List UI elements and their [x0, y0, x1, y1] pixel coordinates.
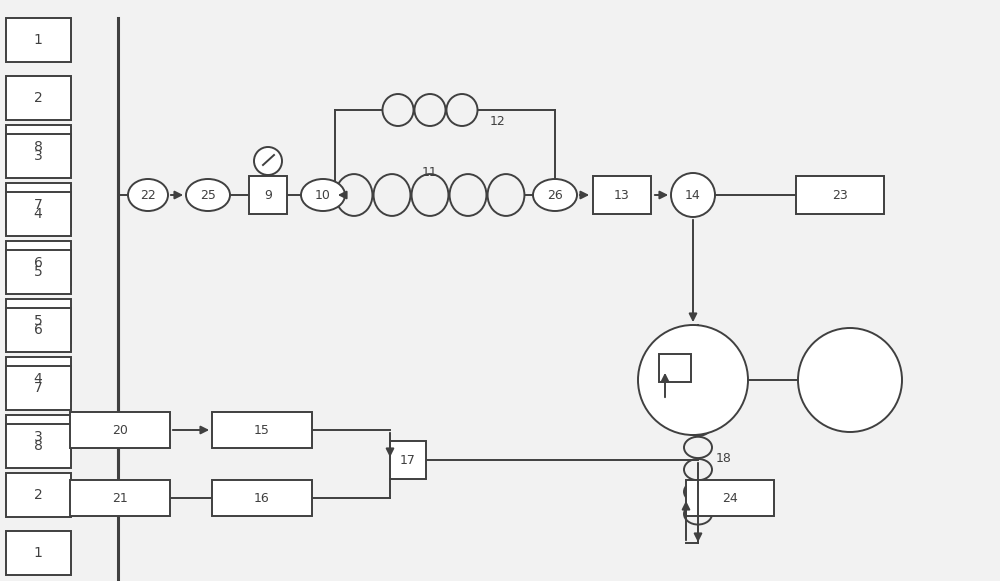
Text: 14: 14	[685, 188, 701, 202]
Bar	[6, 183, 71, 227]
Text: 7: 7	[34, 381, 42, 395]
Text: 25: 25	[200, 188, 216, 202]
Bar	[212, 480, 312, 516]
Circle shape	[798, 328, 902, 432]
Text: 21: 21	[112, 492, 128, 504]
Bar	[6, 308, 71, 352]
Text: 19: 19	[835, 410, 851, 423]
Text: 20: 20	[112, 424, 128, 436]
Ellipse shape	[128, 179, 168, 211]
Text: 1: 1	[34, 546, 42, 560]
Bar	[6, 424, 71, 468]
Bar	[6, 357, 71, 401]
Bar	[249, 176, 287, 214]
Text: 1: 1	[34, 33, 42, 47]
Ellipse shape	[533, 179, 577, 211]
Bar	[686, 480, 774, 516]
Text: 22: 22	[140, 188, 156, 202]
Bar	[6, 531, 71, 575]
Bar	[6, 366, 71, 410]
Text: 11: 11	[422, 166, 438, 179]
Text: 5: 5	[34, 314, 42, 328]
Text: 8: 8	[34, 140, 42, 154]
Text: 9: 9	[264, 188, 272, 202]
Text: 6: 6	[34, 323, 42, 337]
Ellipse shape	[301, 179, 345, 211]
Text: 3: 3	[34, 149, 42, 163]
Text: 7: 7	[34, 198, 42, 212]
Circle shape	[254, 147, 282, 175]
Bar	[796, 176, 884, 214]
Bar	[6, 241, 71, 285]
Bar	[593, 176, 651, 214]
Bar	[6, 134, 71, 178]
Text: 6: 6	[34, 256, 42, 270]
Bar	[70, 480, 170, 516]
Bar	[6, 250, 71, 294]
Bar	[6, 76, 71, 120]
Text: 12: 12	[490, 115, 506, 128]
Bar	[390, 441, 426, 479]
Text: 18: 18	[716, 452, 732, 465]
Bar	[6, 473, 71, 517]
Text: 2: 2	[34, 488, 42, 502]
Text: 4: 4	[34, 372, 42, 386]
Text: 17: 17	[400, 454, 416, 467]
Bar	[659, 354, 691, 382]
Bar	[6, 299, 71, 343]
Text: 5: 5	[34, 265, 42, 279]
Text: 3: 3	[34, 430, 42, 444]
Text: 24: 24	[722, 492, 738, 504]
Bar	[212, 412, 312, 448]
Bar	[6, 192, 71, 236]
Text: 4: 4	[34, 207, 42, 221]
Bar	[70, 412, 170, 448]
Text: 8: 8	[34, 439, 42, 453]
Bar	[6, 18, 71, 62]
Ellipse shape	[186, 179, 230, 211]
Text: 16: 16	[254, 492, 270, 504]
Text: 26: 26	[547, 188, 563, 202]
Text: 10: 10	[315, 188, 331, 202]
Text: 23: 23	[832, 188, 848, 202]
Bar	[6, 125, 71, 169]
Text: 2: 2	[34, 91, 42, 105]
Bar	[6, 415, 71, 459]
Text: 15: 15	[254, 424, 270, 436]
Text: 13: 13	[614, 188, 630, 202]
Circle shape	[671, 173, 715, 217]
Circle shape	[638, 325, 748, 435]
